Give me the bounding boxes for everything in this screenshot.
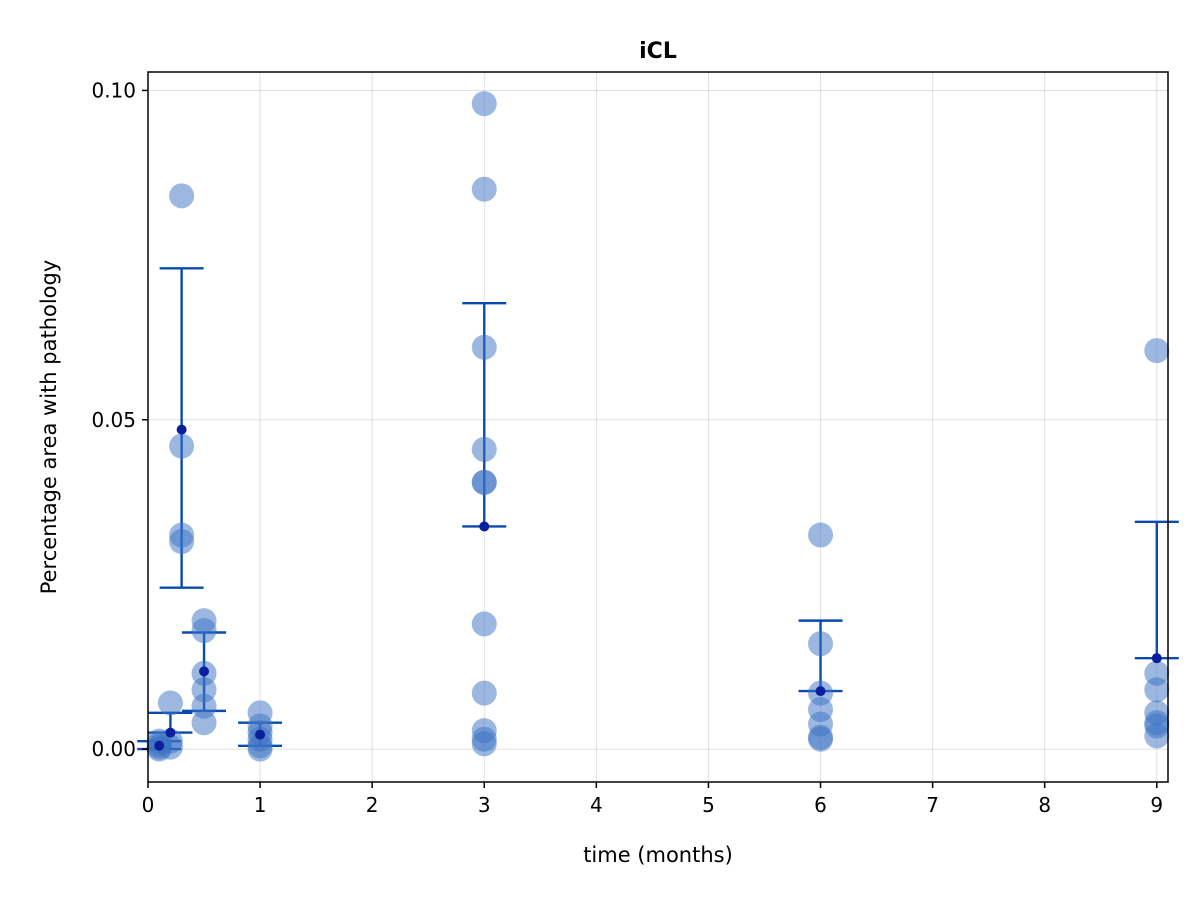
x-tick-label: 2 — [366, 793, 379, 817]
x-tick-label: 6 — [814, 793, 827, 817]
data-point — [169, 183, 195, 209]
data-point — [157, 690, 183, 716]
y-tick-label: 0.10 — [91, 78, 136, 102]
data-point — [808, 726, 834, 752]
x-tick-label: 4 — [590, 793, 603, 817]
data-point — [169, 433, 195, 459]
error-bars — [137, 267, 1179, 751]
data-point — [157, 728, 183, 754]
x-tick-label: 8 — [1038, 793, 1051, 817]
x-tick-label: 7 — [926, 793, 939, 817]
x-tick-label: 0 — [142, 793, 155, 817]
data-point — [471, 436, 497, 462]
data-point — [191, 618, 217, 644]
mean-marker — [199, 666, 210, 677]
mean-marker — [815, 686, 826, 697]
data-point — [808, 631, 834, 657]
data-point — [1144, 677, 1170, 703]
data-point — [471, 680, 497, 706]
x-tick-label: 1 — [254, 793, 267, 817]
data-point — [471, 469, 497, 495]
y-tick-label: 0.05 — [91, 408, 136, 432]
data-point — [247, 736, 273, 762]
data-point — [471, 334, 497, 360]
mean-marker — [165, 727, 176, 738]
x-tick-label: 9 — [1150, 793, 1163, 817]
data-point — [471, 731, 497, 757]
data-point — [471, 91, 497, 117]
data-points — [146, 91, 1170, 762]
data-point — [471, 176, 497, 202]
mean-marker — [255, 729, 266, 740]
data-point — [1144, 338, 1170, 364]
data-point — [808, 522, 834, 548]
mean-marker — [479, 521, 490, 532]
y-axis-label: Percentage area with pathology — [37, 260, 61, 595]
chart-title: iCL — [639, 39, 677, 64]
mean-markers — [154, 424, 1162, 751]
data-point — [471, 611, 497, 637]
y-tick-label: 0.00 — [91, 737, 136, 761]
x-tick-label: 3 — [478, 793, 491, 817]
data-point — [169, 529, 195, 555]
mean-marker — [176, 424, 187, 435]
axis-ticks: 0 1 2 3 4 5 6 7 8 9 0.00 0.05 0.10 — [91, 78, 1163, 817]
mean-marker — [154, 740, 165, 751]
mean-marker — [1151, 653, 1162, 664]
plot-frame — [147, 71, 1169, 783]
data-point — [1144, 723, 1170, 749]
grid-lines — [147, 72, 1168, 782]
x-axis-label: time (months) — [583, 843, 733, 867]
data-point — [191, 710, 217, 736]
x-tick-label: 5 — [702, 793, 715, 817]
